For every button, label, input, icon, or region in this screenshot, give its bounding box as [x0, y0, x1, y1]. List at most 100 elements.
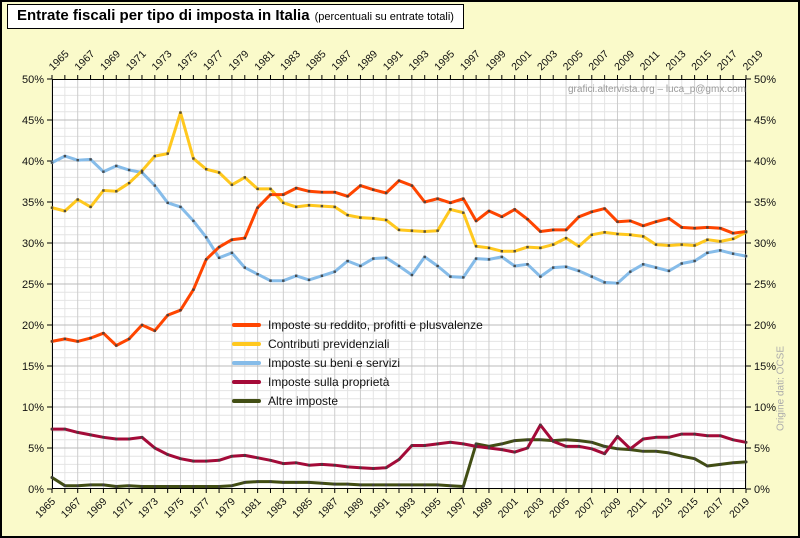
legend-item-contributi-previdenziali: Contributi previdenziali: [232, 334, 483, 353]
svg-text:1977: 1977: [187, 496, 212, 521]
svg-text:1983: 1983: [278, 48, 303, 73]
svg-text:2011: 2011: [625, 496, 650, 521]
svg-text:2009: 2009: [612, 48, 637, 73]
svg-text:30%: 30%: [22, 238, 44, 250]
svg-text:25%: 25%: [22, 279, 44, 291]
data-point-markers: [50, 111, 748, 488]
svg-text:15%: 15%: [22, 361, 44, 373]
page-subtitle: (percentuali su entrate totali): [314, 11, 454, 23]
svg-text:1981: 1981: [252, 48, 277, 73]
y-axis-labels-right: 0% 5% 10% 15% 20% 25% 30% 35% 40% 45% 50%: [754, 74, 776, 496]
source-note: Origine dati: OCSE: [775, 345, 787, 432]
svg-text:2017: 2017: [701, 496, 726, 521]
svg-text:50%: 50%: [754, 74, 776, 86]
svg-text:1975: 1975: [175, 48, 200, 73]
svg-text:1979: 1979: [227, 48, 252, 73]
legend-label: Imposte su reddito, profitti e plusvalen…: [268, 317, 483, 332]
legend-item-imposte-su-reddito-profitti-e-plusvalenze: Imposte su reddito, profitti e plusvalen…: [232, 315, 483, 334]
svg-text:45%: 45%: [22, 115, 44, 127]
svg-text:10%: 10%: [754, 402, 776, 414]
legend-item-altre-imposte: Altre imposte: [232, 391, 483, 410]
svg-text:1995: 1995: [419, 496, 444, 521]
svg-text:1987: 1987: [329, 48, 354, 73]
svg-text:1983: 1983: [264, 496, 289, 521]
legend: Imposte su reddito, profitti e plusvalen…: [232, 315, 483, 410]
svg-text:2001: 2001: [509, 48, 534, 73]
svg-text:1981: 1981: [239, 496, 264, 521]
svg-text:1991: 1991: [367, 496, 392, 521]
svg-text:1973: 1973: [136, 496, 161, 521]
legend-label: Contributi previdenziali: [268, 336, 390, 351]
svg-text:2005: 2005: [547, 496, 572, 521]
svg-text:35%: 35%: [754, 197, 776, 209]
svg-text:1993: 1993: [406, 48, 431, 73]
svg-text:2009: 2009: [599, 496, 624, 521]
svg-text:1985: 1985: [290, 496, 315, 521]
svg-text:2017: 2017: [715, 48, 740, 73]
svg-text:0%: 0%: [28, 484, 44, 496]
svg-text:1965: 1965: [47, 48, 72, 73]
legend-swatch: [232, 341, 261, 346]
legend-label: Altre imposte: [268, 393, 339, 408]
svg-text:10%: 10%: [22, 402, 44, 414]
legend-item-imposte-su-beni-e-servizi: Imposte su beni e servizi: [232, 353, 483, 372]
axis-ticks: [47, 75, 751, 493]
svg-text:1967: 1967: [72, 48, 97, 73]
legend-label: Imposte sulla proprietà: [268, 374, 390, 389]
svg-text:2007: 2007: [586, 48, 611, 73]
legend-item-imposte-sulla-propriet: Imposte sulla proprietà: [232, 372, 483, 391]
legend-swatch: [232, 322, 261, 327]
svg-text:1971: 1971: [110, 496, 135, 521]
svg-text:2015: 2015: [676, 496, 701, 521]
svg-text:20%: 20%: [22, 320, 44, 332]
svg-text:1993: 1993: [393, 496, 418, 521]
x-axis-labels-top: 1965 1967 1969 1971 1973 1975 1977 1979 1981 1983…: [47, 48, 766, 73]
svg-text:2013: 2013: [664, 48, 689, 73]
svg-text:2005: 2005: [561, 48, 586, 73]
watermark: grafici.altervista.org – luca_p@gmx.com: [568, 84, 746, 95]
svg-text:45%: 45%: [754, 115, 776, 127]
svg-text:1969: 1969: [85, 496, 110, 521]
svg-text:1987: 1987: [316, 496, 341, 521]
svg-text:1985: 1985: [304, 48, 329, 73]
svg-text:1965: 1965: [33, 496, 58, 521]
svg-text:1977: 1977: [201, 48, 226, 73]
svg-text:40%: 40%: [754, 156, 776, 168]
svg-text:2007: 2007: [573, 496, 598, 521]
svg-text:1999: 1999: [484, 48, 509, 73]
svg-text:2001: 2001: [496, 496, 521, 521]
svg-text:1989: 1989: [342, 496, 367, 521]
svg-text:2019: 2019: [727, 496, 752, 521]
svg-text:5%: 5%: [754, 443, 770, 455]
title-box: Entrate fiscali per tipo di imposta in I…: [7, 4, 464, 29]
legend-swatch: [232, 379, 261, 384]
svg-text:1997: 1997: [458, 48, 483, 73]
svg-text:20%: 20%: [754, 320, 776, 332]
svg-text:40%: 40%: [22, 156, 44, 168]
svg-text:25%: 25%: [754, 279, 776, 291]
page-title: Entrate fiscali per tipo di imposta in I…: [17, 7, 310, 24]
svg-text:2003: 2003: [535, 48, 560, 73]
svg-text:0%: 0%: [754, 484, 770, 496]
y-axis-labels-left: 0% 5% 10% 15% 20% 25% 30% 35% 40% 45% 50%: [22, 74, 44, 496]
svg-text:1975: 1975: [162, 496, 187, 521]
svg-text:35%: 35%: [22, 197, 44, 209]
svg-text:2015: 2015: [689, 48, 714, 73]
svg-text:1979: 1979: [213, 496, 238, 521]
svg-text:30%: 30%: [754, 238, 776, 250]
svg-text:1989: 1989: [355, 48, 380, 73]
plot-frame: [52, 79, 746, 489]
svg-text:5%: 5%: [28, 443, 44, 455]
svg-text:1997: 1997: [444, 496, 469, 521]
svg-text:15%: 15%: [754, 361, 776, 373]
x-axis-labels-bottom: 1965 1967 1969 1971 1973 1975 1977 1979 1981 1983…: [33, 496, 752, 521]
svg-text:50%: 50%: [22, 74, 44, 86]
svg-text:1969: 1969: [98, 48, 123, 73]
svg-text:1995: 1995: [432, 48, 457, 73]
svg-text:2003: 2003: [521, 496, 546, 521]
svg-text:1973: 1973: [149, 48, 174, 73]
svg-text:1991: 1991: [381, 48, 406, 73]
svg-text:1971: 1971: [124, 48, 149, 73]
